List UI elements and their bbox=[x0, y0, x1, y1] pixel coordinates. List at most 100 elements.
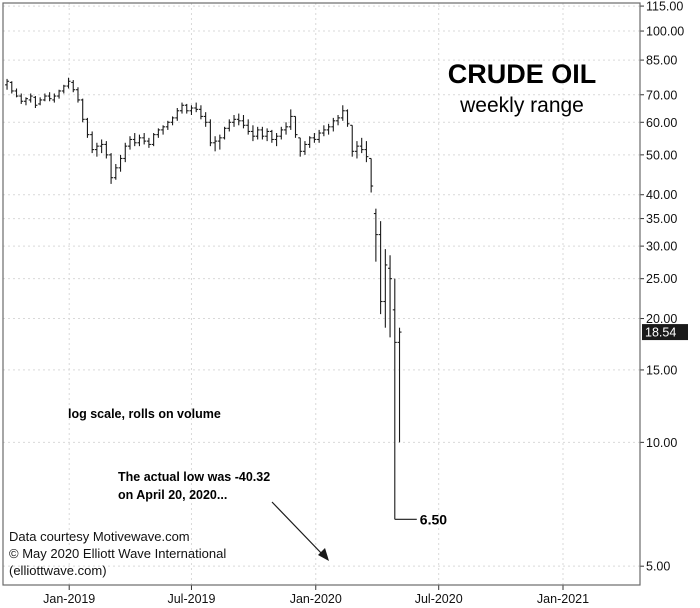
weekly-bar bbox=[359, 137, 364, 154]
y-tick-label: 40.00 bbox=[646, 188, 677, 202]
weekly-bar bbox=[80, 98, 85, 123]
chart-subtitle: weekly range bbox=[459, 94, 584, 117]
weekly-bar bbox=[118, 154, 123, 172]
chart-title: CRUDE OIL bbox=[448, 59, 597, 89]
low-note-line-2: on April 20, 2020... bbox=[118, 488, 227, 502]
weekly-bar bbox=[269, 129, 274, 143]
weekly-bar bbox=[146, 137, 151, 148]
weekly-bar bbox=[85, 117, 90, 138]
last-price-tag: 18.54 bbox=[642, 324, 688, 341]
weekly-bar bbox=[66, 77, 71, 89]
weekly-bar bbox=[331, 117, 336, 132]
scale-note: log scale, rolls on volume bbox=[68, 407, 221, 421]
weekly-bar bbox=[397, 327, 402, 443]
weekly-bar bbox=[222, 126, 227, 140]
weekly-bar bbox=[113, 164, 118, 180]
x-tick-label: Jul-2020 bbox=[415, 592, 463, 606]
weekly-bar bbox=[23, 97, 28, 106]
weekly-bar bbox=[165, 120, 170, 130]
weekly-bar bbox=[184, 103, 189, 114]
last-price-value: 18.54 bbox=[645, 326, 676, 340]
weekly-bar bbox=[57, 89, 62, 99]
credit-line-3: (elliottwave.com) bbox=[9, 563, 107, 578]
y-tick-label: 35.00 bbox=[646, 212, 677, 226]
weekly-bar bbox=[33, 96, 38, 108]
plot-frame bbox=[2, 2, 641, 586]
weekly-bar bbox=[61, 84, 66, 94]
low-note-line-1: The actual low was -40.32 bbox=[118, 470, 270, 484]
y-tick-label: 100.00 bbox=[646, 25, 684, 39]
weekly-bar bbox=[132, 133, 137, 147]
weekly-bar bbox=[326, 123, 331, 135]
weekly-bar bbox=[90, 131, 95, 154]
weekly-bar bbox=[156, 128, 161, 138]
weekly-bar bbox=[104, 141, 109, 159]
y-tick-label: 70.00 bbox=[646, 88, 677, 102]
weekly-bar bbox=[345, 109, 350, 127]
weekly-bar bbox=[47, 92, 52, 102]
weekly-bar bbox=[142, 133, 147, 145]
weekly-bar bbox=[369, 157, 374, 193]
weekly-bar bbox=[236, 113, 241, 126]
grid bbox=[3, 3, 640, 585]
weekly-bar bbox=[255, 126, 260, 140]
weekly-bar bbox=[170, 116, 175, 126]
weekly-bar bbox=[364, 141, 369, 163]
weekly-bar bbox=[241, 115, 246, 129]
weekly-bar bbox=[127, 136, 132, 150]
arrow-annotation bbox=[271, 501, 329, 561]
weekly-bar bbox=[175, 107, 180, 121]
weekly-bar bbox=[340, 105, 345, 121]
weekly-bar bbox=[298, 137, 303, 157]
x-tick-label: Jul-2019 bbox=[167, 592, 215, 606]
weekly-bar bbox=[317, 129, 322, 143]
y-tick-label: 20.00 bbox=[646, 312, 677, 326]
weekly-bar bbox=[265, 128, 270, 142]
weekly-bar bbox=[94, 142, 99, 157]
weekly-bar bbox=[350, 124, 355, 157]
x-axis: Jan-2019 Jul-2019 Jan-2020 Jul-2020 Jan-2021 bbox=[43, 585, 589, 606]
weekly-bar bbox=[354, 141, 359, 159]
weekly-bar bbox=[203, 112, 208, 127]
weekly-bar bbox=[75, 87, 80, 103]
weekly-bar bbox=[71, 80, 76, 93]
x-tick-label: Jan-2021 bbox=[537, 592, 589, 606]
weekly-bar bbox=[14, 88, 19, 98]
weekly-bar bbox=[260, 126, 265, 140]
weekly-bar bbox=[38, 97, 43, 106]
y-tick-label: 60.00 bbox=[646, 116, 677, 130]
weekly-bar bbox=[208, 119, 213, 147]
y-tick-label: 5.00 bbox=[646, 560, 670, 574]
weekly-bar bbox=[123, 142, 128, 163]
weekly-bar bbox=[217, 134, 222, 150]
weekly-bar bbox=[293, 115, 298, 138]
weekly-bar bbox=[161, 125, 166, 135]
weekly-bar bbox=[373, 208, 378, 262]
weekly-bar bbox=[250, 125, 255, 142]
x-tick-label: Jan-2020 bbox=[290, 592, 342, 606]
weekly-bar bbox=[42, 93, 47, 102]
weekly-bar bbox=[246, 119, 251, 135]
y-tick-label: 115.00 bbox=[646, 0, 683, 14]
weekly-bar bbox=[307, 136, 312, 148]
y-tick-label: 30.00 bbox=[646, 240, 677, 254]
weekly-bar bbox=[180, 102, 185, 114]
weekly-bar bbox=[137, 134, 142, 147]
weekly-bar bbox=[302, 141, 307, 155]
credit-line-1: Data courtesy Motivewave.com bbox=[9, 529, 190, 544]
credit-line-2: © May 2020 Elliott Wave International bbox=[9, 546, 226, 561]
weekly-bar bbox=[388, 255, 393, 338]
weekly-bar bbox=[392, 278, 397, 520]
y-axis: 115.00 100.00 85.00 70.00 60.00 50.00 40.00 35.… bbox=[640, 0, 684, 574]
weekly-bar bbox=[279, 126, 284, 140]
weekly-bar bbox=[383, 249, 388, 328]
weekly-bar bbox=[5, 78, 10, 90]
weekly-bar bbox=[198, 105, 203, 120]
weekly-bar bbox=[378, 221, 383, 315]
weekly-bar bbox=[28, 93, 33, 103]
y-tick-label: 10.00 bbox=[646, 436, 677, 450]
weekly-bar bbox=[274, 133, 279, 147]
low-value-label: 6.50 bbox=[420, 511, 447, 527]
weekly-bar bbox=[99, 139, 104, 154]
